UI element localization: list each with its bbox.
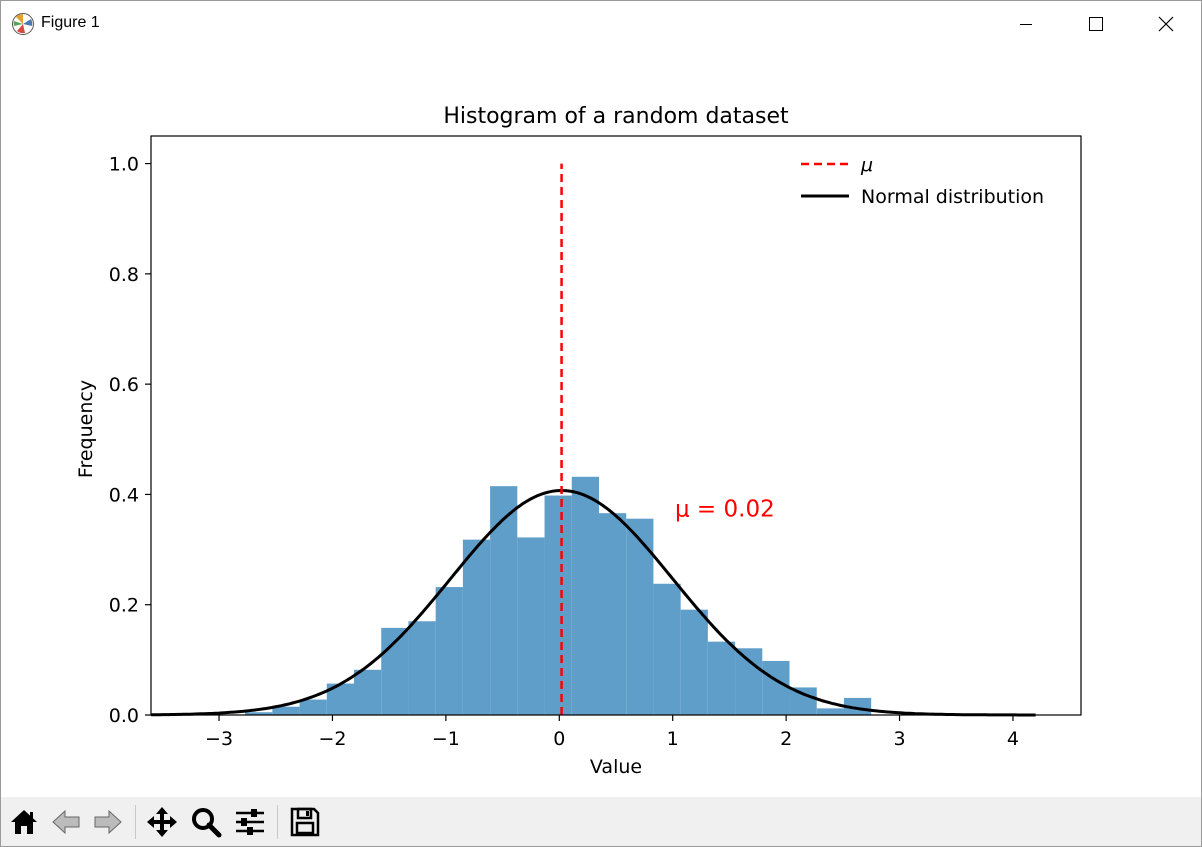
axes-frame xyxy=(150,135,1082,716)
y-tick-label: 0.6 xyxy=(109,374,139,396)
forward-button[interactable] xyxy=(89,803,127,841)
close-icon xyxy=(1158,16,1174,32)
histogram-bars xyxy=(245,476,872,715)
chart-title: Histogram of a random dataset xyxy=(443,104,789,129)
save-icon xyxy=(290,807,320,837)
legend: μ Normal distribution xyxy=(801,154,1044,208)
histogram-bar xyxy=(735,648,763,715)
back-icon xyxy=(52,809,80,835)
histogram-chart: −3 −2 −1 0 1 2 3 4 0.0 0.2 0.4 0.6 0.8 1.0 Histogram… xyxy=(75,104,1082,778)
y-tick-label: 0.8 xyxy=(109,264,139,286)
x-tick-label: 0 xyxy=(553,728,565,750)
histogram-bar xyxy=(680,609,708,715)
y-tick-label: 0.2 xyxy=(109,595,139,617)
window-title: Figure 1 xyxy=(41,14,100,31)
histogram-bar xyxy=(517,537,545,715)
figure-canvas[interactable]: −3 −2 −1 0 1 2 3 4 0.0 0.2 0.4 0.6 0.8 1.0 Histogram… xyxy=(1,47,1201,797)
histogram-bar xyxy=(626,518,654,715)
histogram-bar xyxy=(789,687,817,715)
y-tick-label: 1.0 xyxy=(109,154,139,176)
minimize-icon xyxy=(1020,24,1032,25)
histogram-bar xyxy=(598,513,627,715)
histogram-bar xyxy=(299,699,327,715)
x-tick-label: 4 xyxy=(1007,728,1019,750)
x-tick-label: 3 xyxy=(893,728,905,750)
save-button[interactable] xyxy=(286,803,324,841)
histogram-bar xyxy=(816,708,844,715)
home-icon xyxy=(11,810,37,834)
matplotlib-logo-icon xyxy=(12,13,34,35)
maximize-icon xyxy=(1089,17,1103,31)
y-tick-label: 0.0 xyxy=(109,705,139,727)
zoom-button[interactable] xyxy=(187,803,225,841)
histogram-bar xyxy=(462,539,491,715)
title-bar[interactable]: Figure 1 xyxy=(1,1,1201,47)
x-axis-ticks: −3 −2 −1 0 1 2 3 4 xyxy=(205,715,1019,750)
legend-mean-label: μ xyxy=(860,154,873,176)
maximize-button[interactable] xyxy=(1061,1,1131,47)
y-axis-label: Frequency xyxy=(75,380,97,478)
zoom-icon xyxy=(192,808,222,838)
configure-subplots-icon xyxy=(236,809,264,835)
close-button[interactable] xyxy=(1131,1,1201,47)
histogram-bar xyxy=(707,641,736,715)
histogram-bar xyxy=(544,495,572,715)
minimize-button[interactable] xyxy=(991,1,1061,47)
histogram-bar xyxy=(408,621,436,715)
normal-distribution-curve xyxy=(150,488,1036,717)
histogram-bar xyxy=(272,706,300,715)
legend-normal-label: Normal distribution xyxy=(861,186,1044,208)
mean-annotation: μ = 0.02 xyxy=(675,496,775,522)
histogram-bar xyxy=(653,583,681,715)
x-tick-label: −1 xyxy=(432,728,460,750)
home-button[interactable] xyxy=(5,803,43,841)
x-tick-label: −3 xyxy=(205,728,233,750)
pan-button[interactable] xyxy=(143,803,181,841)
pan-icon xyxy=(147,807,177,837)
x-axis-label: Value xyxy=(590,756,642,778)
x-tick-label: −2 xyxy=(318,728,346,750)
x-tick-label: 1 xyxy=(667,728,679,750)
histogram-bar xyxy=(762,660,790,715)
toolbar-separator xyxy=(135,805,136,839)
histogram-bar xyxy=(490,486,518,715)
back-button[interactable] xyxy=(47,803,85,841)
histogram-bar xyxy=(571,476,599,715)
y-tick-label: 0.4 xyxy=(109,484,139,506)
x-tick-label: 2 xyxy=(780,728,792,750)
configure-subplots-button[interactable] xyxy=(231,803,269,841)
histogram-bar xyxy=(245,712,273,715)
toolbar-separator xyxy=(277,805,278,839)
navigation-toolbar xyxy=(1,797,1201,846)
y-axis-ticks: 0.0 0.2 0.4 0.6 0.8 1.0 xyxy=(109,154,151,727)
histogram-bar xyxy=(435,587,463,715)
forward-icon xyxy=(94,809,122,835)
histogram-bar xyxy=(354,669,382,715)
